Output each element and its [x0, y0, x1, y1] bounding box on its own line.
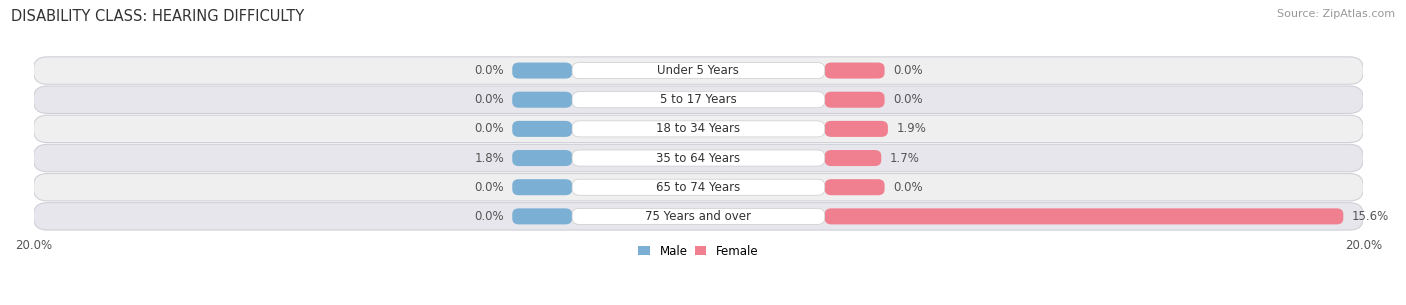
- FancyBboxPatch shape: [34, 115, 1364, 143]
- FancyBboxPatch shape: [825, 150, 882, 166]
- FancyBboxPatch shape: [512, 92, 572, 108]
- Text: 0.0%: 0.0%: [474, 64, 503, 77]
- FancyBboxPatch shape: [34, 57, 1364, 84]
- Text: 0.0%: 0.0%: [893, 64, 922, 77]
- FancyBboxPatch shape: [825, 179, 884, 195]
- Text: 18 to 34 Years: 18 to 34 Years: [657, 122, 741, 135]
- FancyBboxPatch shape: [572, 121, 825, 137]
- FancyBboxPatch shape: [825, 92, 884, 108]
- Text: Under 5 Years: Under 5 Years: [658, 64, 740, 77]
- Text: Source: ZipAtlas.com: Source: ZipAtlas.com: [1277, 9, 1395, 19]
- Text: 0.0%: 0.0%: [474, 122, 503, 135]
- FancyBboxPatch shape: [572, 208, 825, 224]
- FancyBboxPatch shape: [34, 144, 1364, 172]
- Text: 5 to 17 Years: 5 to 17 Years: [659, 93, 737, 106]
- FancyBboxPatch shape: [572, 92, 825, 108]
- FancyBboxPatch shape: [512, 63, 572, 79]
- Text: 0.0%: 0.0%: [474, 93, 503, 106]
- FancyBboxPatch shape: [825, 208, 1343, 224]
- FancyBboxPatch shape: [34, 86, 1364, 113]
- Text: 1.8%: 1.8%: [474, 152, 503, 164]
- Legend: Male, Female: Male, Female: [634, 240, 763, 263]
- FancyBboxPatch shape: [572, 150, 825, 166]
- FancyBboxPatch shape: [34, 174, 1364, 201]
- Text: 15.6%: 15.6%: [1351, 210, 1389, 223]
- Text: 1.9%: 1.9%: [896, 122, 927, 135]
- Text: 0.0%: 0.0%: [893, 181, 922, 194]
- Text: 65 to 74 Years: 65 to 74 Years: [657, 181, 741, 194]
- Text: 35 to 64 Years: 35 to 64 Years: [657, 152, 741, 164]
- Text: 0.0%: 0.0%: [474, 210, 503, 223]
- Text: DISABILITY CLASS: HEARING DIFFICULTY: DISABILITY CLASS: HEARING DIFFICULTY: [11, 9, 305, 24]
- Text: 0.0%: 0.0%: [474, 181, 503, 194]
- Text: 0.0%: 0.0%: [893, 93, 922, 106]
- FancyBboxPatch shape: [825, 63, 884, 79]
- FancyBboxPatch shape: [572, 179, 825, 195]
- Text: 75 Years and over: 75 Years and over: [645, 210, 751, 223]
- FancyBboxPatch shape: [572, 63, 825, 79]
- FancyBboxPatch shape: [512, 208, 572, 224]
- FancyBboxPatch shape: [825, 121, 889, 137]
- FancyBboxPatch shape: [512, 179, 572, 195]
- FancyBboxPatch shape: [34, 203, 1364, 230]
- Text: 1.7%: 1.7%: [890, 152, 920, 164]
- FancyBboxPatch shape: [512, 150, 572, 166]
- FancyBboxPatch shape: [512, 121, 572, 137]
